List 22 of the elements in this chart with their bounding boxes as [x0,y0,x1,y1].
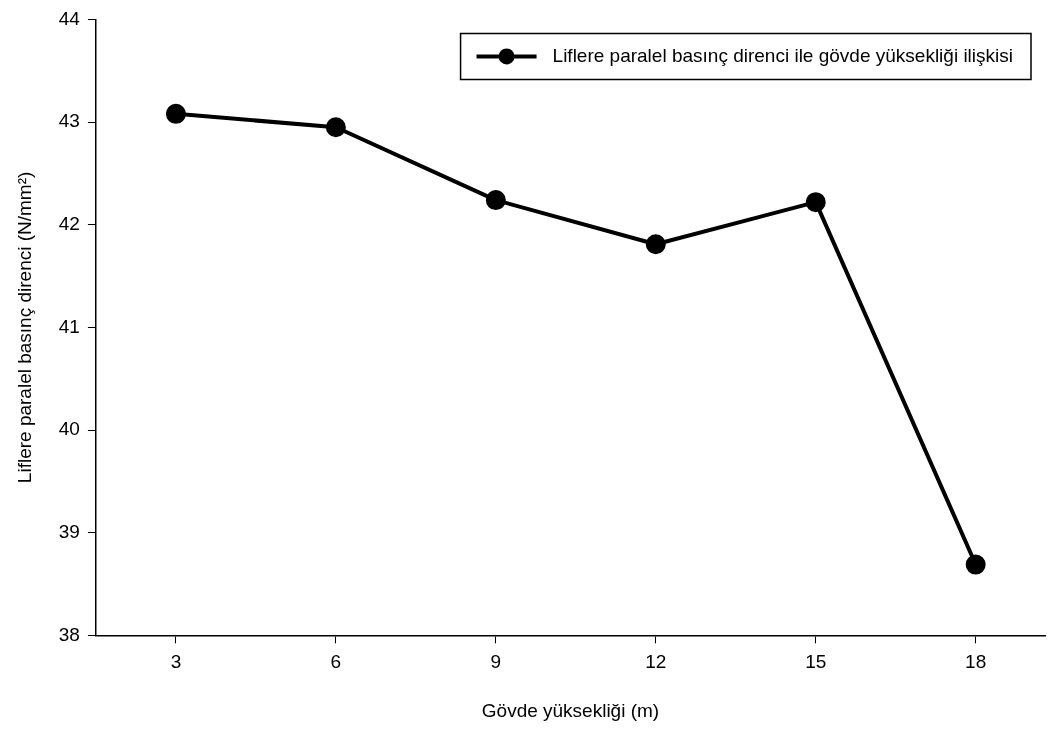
legend-label: Liflere paralel basınç direnci ile gövde yüksekliği ilişkisi [552,44,1013,66]
point [965,554,986,575]
x-tick-label: 15 [805,651,827,673]
x-tick-label: 18 [965,651,987,673]
y-tick-label: 39 [58,520,80,542]
point [325,117,346,138]
point [645,234,666,255]
point [805,192,826,213]
y-tick-label: 38 [58,623,80,645]
x-tick-label: 9 [490,651,502,673]
x-axis-title: Gövde yüksekliği (m) [481,699,660,721]
y-tick-label: 43 [58,110,80,132]
y-tick-label: 42 [58,212,80,234]
y-axis-title: Liflere paralel basınç direnci (N/mm²) [13,171,35,484]
point [485,190,506,211]
x-tick-label: 3 [170,651,182,673]
x-tick-label: 6 [330,651,342,673]
y-tick-label: 44 [58,7,81,29]
y-tick-label: 41 [58,315,80,337]
point [165,103,186,124]
x-tick-label: 12 [645,651,667,673]
y-tick-label: 40 [58,418,80,440]
